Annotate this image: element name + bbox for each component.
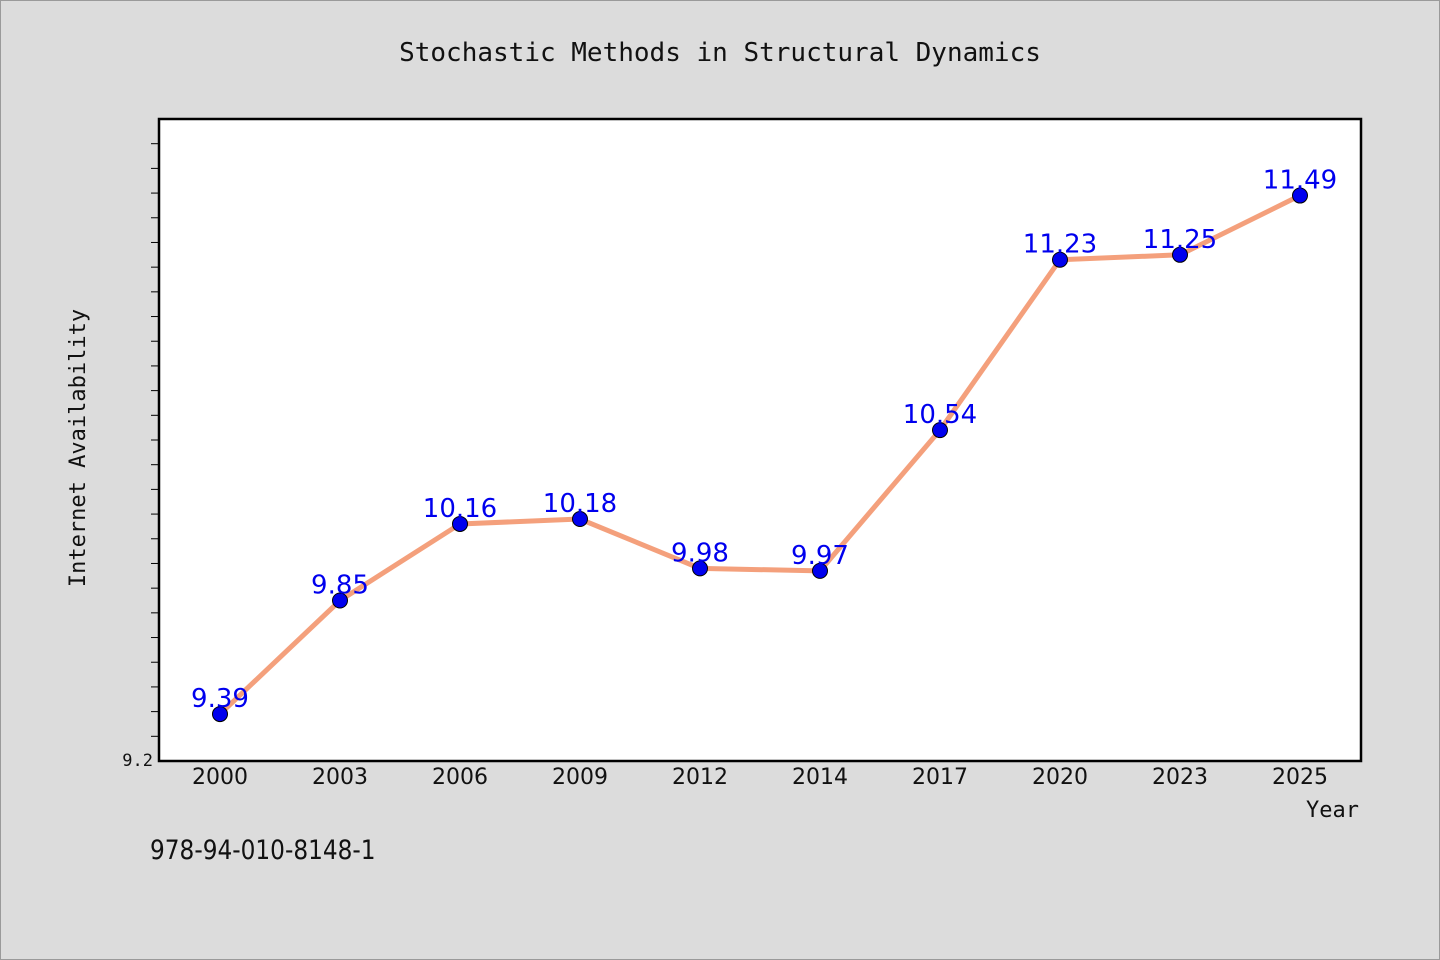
series-markers <box>212 187 1308 723</box>
x-tick-label: 2006 <box>432 765 488 790</box>
data-point <box>452 515 468 532</box>
data-label: 10.54 <box>903 400 977 430</box>
data-point <box>212 706 228 723</box>
data-point <box>572 511 588 528</box>
isbn-text: 978-94-010-8148-1 <box>150 835 376 866</box>
y-tick-label: 9.2 <box>122 751 153 771</box>
data-label: 11.49 <box>1263 166 1337 196</box>
x-tick-labels: 2000 2003 2006 2009 2012 2014 2017 2020 2023 2025 <box>192 765 1328 790</box>
data-label: 9.97 <box>791 541 849 571</box>
chart-title: Stochastic Methods in Structural Dynamic… <box>399 38 1041 68</box>
data-label: 10.18 <box>543 489 617 519</box>
plot-area <box>157 117 1363 763</box>
data-label: 9.98 <box>671 538 729 568</box>
data-point <box>812 562 828 579</box>
x-tick-label: 2012 <box>672 765 728 790</box>
data-label: 9.39 <box>191 684 249 714</box>
x-tick-label: 2025 <box>1272 765 1328 790</box>
data-point <box>1052 251 1068 268</box>
data-point <box>1292 187 1308 204</box>
data-point <box>332 592 348 609</box>
x-tick-label: 2009 <box>552 765 608 790</box>
data-point <box>932 422 948 439</box>
x-tick-label: 2014 <box>792 765 848 790</box>
data-point <box>692 560 708 577</box>
data-point <box>1172 246 1188 263</box>
data-label: 11.25 <box>1143 225 1217 255</box>
x-tick-label: 2023 <box>1152 765 1208 790</box>
x-axis-label: Year <box>1306 798 1359 823</box>
data-label: 10.16 <box>423 494 497 524</box>
x-tick-label: 2020 <box>1032 765 1088 790</box>
series-line <box>217 193 1303 717</box>
data-label: 9.85 <box>311 571 369 601</box>
data-labels: 9.39 9.85 10.16 10.18 9.98 9.97 10.54 11.23 11.2… <box>191 166 1337 715</box>
x-tick-label: 2000 <box>192 765 248 790</box>
data-label: 11.23 <box>1023 230 1097 260</box>
y-axis-label: Internet Availability <box>66 309 91 587</box>
x-tick-label: 2003 <box>312 765 368 790</box>
y-axis-ticks <box>151 143 159 737</box>
series-line-group <box>217 193 1303 717</box>
x-tick-label: 2017 <box>912 765 968 790</box>
